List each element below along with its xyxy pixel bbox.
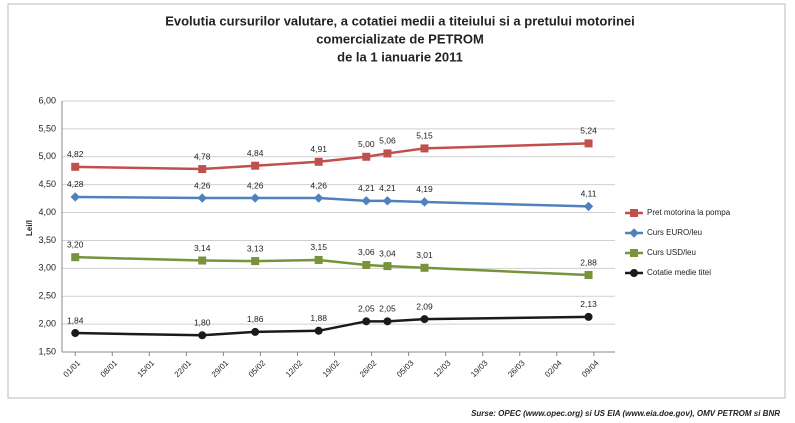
series-line [75, 255, 589, 277]
y-tick-label: 1,50 [38, 346, 56, 356]
data-label: 2,09 [416, 301, 433, 311]
marker [419, 197, 430, 207]
marker [629, 228, 639, 238]
marker [420, 144, 429, 153]
data-label: 3,13 [247, 243, 264, 253]
marker [71, 253, 80, 262]
data-label: 3,04 [379, 248, 396, 258]
data-label: 2,13 [580, 299, 597, 309]
marker [198, 331, 207, 340]
marker [383, 317, 392, 326]
marker [382, 196, 393, 206]
marker [383, 262, 392, 271]
data-label: 1,84 [67, 315, 84, 325]
marker [250, 193, 260, 203]
marker [71, 162, 80, 171]
series-line [75, 142, 589, 171]
y-tick-label: 2,50 [38, 291, 56, 301]
marker [314, 326, 323, 335]
y-tick-label: 5,50 [38, 123, 56, 133]
data-label: 2,88 [580, 257, 597, 267]
data-label: 3,20 [67, 239, 84, 249]
legend-label: Curs EURO/leu [647, 228, 702, 237]
y-axis-label: Lei/l [25, 220, 34, 236]
data-label: 2,05 [379, 304, 396, 314]
data-label: 4,84 [247, 148, 264, 158]
marker [361, 196, 371, 206]
marker [251, 257, 260, 266]
marker [70, 192, 80, 202]
data-label: 5,00 [358, 139, 375, 149]
y-tick-label: 3,50 [38, 235, 56, 245]
marker [583, 201, 594, 212]
data-label: 5,15 [416, 131, 433, 141]
marker [584, 312, 593, 321]
marker [420, 263, 429, 272]
data-label: 3,06 [358, 247, 375, 257]
legend-label: Curs USD/leu [647, 248, 696, 257]
marker [630, 249, 638, 257]
marker [197, 193, 207, 203]
data-label: 4,21 [358, 183, 375, 193]
marker [313, 193, 324, 203]
marker [198, 256, 207, 265]
legend-label: Pret motorina la pompa [647, 208, 731, 217]
data-label: 2,05 [358, 304, 375, 314]
source-note: Surse: OPEC (www.opec.org) si US EIA (ww… [471, 409, 780, 418]
data-label: 4,82 [67, 149, 84, 159]
marker [420, 315, 429, 324]
data-label: 4,78 [194, 151, 211, 161]
marker [362, 260, 371, 269]
data-label: 4,91 [310, 144, 327, 154]
data-label: 3,14 [194, 243, 211, 253]
marker [314, 255, 323, 264]
series-line [75, 195, 589, 208]
data-label: 4,28 [67, 179, 84, 189]
marker [383, 149, 392, 158]
y-tick-label: 2,00 [38, 318, 56, 328]
chart-title: Evolutia cursurilor valutare, a cotatiei… [165, 13, 635, 28]
marker [630, 269, 638, 277]
data-label: 4,21 [379, 183, 396, 193]
data-label: 3,15 [310, 242, 327, 252]
y-tick-label: 6,00 [38, 95, 56, 105]
marker [251, 327, 260, 336]
marker [198, 165, 207, 174]
marker [584, 271, 593, 280]
y-tick-label: 4,50 [38, 179, 56, 189]
marker [362, 152, 371, 161]
marker [630, 209, 638, 217]
y-tick-label: 4,00 [38, 207, 56, 217]
marker [362, 317, 371, 326]
data-label: 4,26 [247, 180, 264, 190]
data-label: 5,24 [580, 126, 597, 136]
data-label: 4,11 [581, 189, 597, 199]
data-label: 1,88 [310, 313, 327, 323]
marker [584, 139, 593, 148]
data-label: 1,80 [194, 318, 211, 328]
data-label: 4,26 [194, 180, 211, 190]
series-line [75, 315, 589, 337]
data-label: 1,86 [247, 314, 264, 324]
chart-title: de la 1 ianuarie 2011 [337, 49, 463, 64]
y-tick-label: 3,00 [38, 263, 56, 273]
data-label: 5,06 [379, 136, 396, 146]
marker [314, 157, 323, 166]
chart-title: comercializate de PETROM [316, 31, 484, 46]
data-label: 4,19 [416, 184, 433, 194]
marker [71, 329, 80, 338]
y-tick-label: 5,00 [38, 151, 56, 161]
data-label: 3,01 [416, 250, 433, 260]
legend-label: Cotatie medie titei [647, 268, 711, 277]
data-label: 4,26 [310, 180, 327, 190]
marker [251, 161, 260, 170]
